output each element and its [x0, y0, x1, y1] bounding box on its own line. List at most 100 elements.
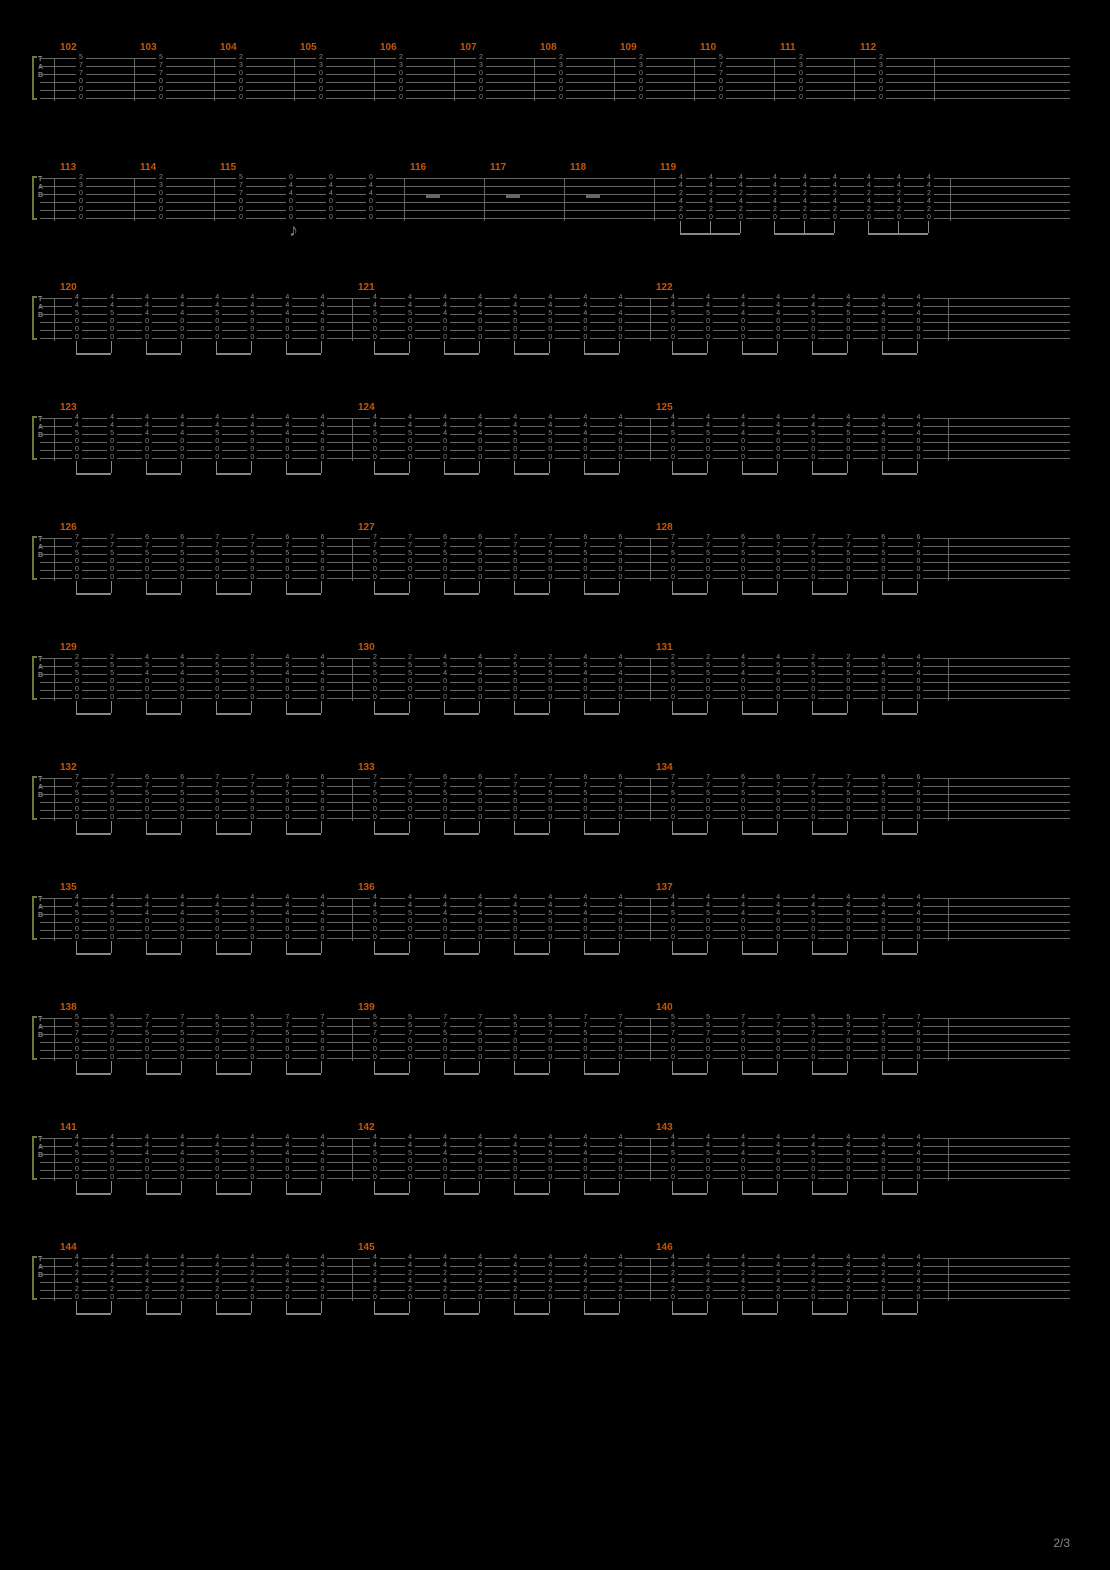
fret-number: 4	[878, 670, 888, 678]
fret-number: 0	[282, 798, 292, 806]
fret-number: 0	[580, 326, 590, 334]
note-column: 444000	[317, 294, 327, 342]
note-stem	[917, 581, 918, 593]
fret-number: 0	[286, 174, 296, 182]
fret-number: 0	[703, 798, 713, 806]
fret-number: 0	[615, 926, 625, 934]
fret-number: 2	[177, 1270, 187, 1278]
fret-number: 4	[878, 414, 888, 422]
note-column: 675000	[317, 774, 327, 822]
fret-number: 4	[773, 422, 783, 430]
fret-number: 0	[773, 1158, 783, 1166]
fret-number: 4	[808, 422, 818, 430]
fret-number: 0	[894, 214, 904, 222]
fret-number: 0	[212, 326, 222, 334]
fret-number: 7	[913, 782, 923, 790]
note-stem	[917, 941, 918, 953]
fret-number: 7	[668, 542, 678, 550]
note-column: 775000	[142, 1014, 152, 1062]
fret-number: 4	[72, 414, 82, 422]
fret-number: 0	[142, 558, 152, 566]
note-column: 444000	[913, 294, 923, 342]
note-stem	[584, 821, 585, 833]
note-stem	[514, 341, 515, 353]
note-stem	[882, 821, 883, 833]
fret-number: 0	[72, 574, 82, 582]
note-column: 442420	[894, 174, 904, 222]
fret-number: 4	[738, 1254, 748, 1262]
barline	[948, 418, 949, 461]
fret-number: 2	[236, 54, 246, 62]
fret-number: 5	[107, 1014, 117, 1022]
fret-number: 4	[843, 294, 853, 302]
fret-number: 0	[177, 1038, 187, 1046]
fret-number: 0	[668, 926, 678, 934]
fret-number: 0	[396, 86, 406, 94]
fret-number: 4	[668, 1142, 678, 1150]
note-column: 444000	[440, 1134, 450, 1182]
staff-bracket	[32, 176, 37, 220]
fret-number: 0	[177, 566, 187, 574]
note-stem	[882, 701, 883, 713]
note-beam	[146, 953, 181, 955]
note-beam	[812, 1193, 847, 1195]
fret-number: 3	[236, 62, 246, 70]
fret-number: 4	[830, 182, 840, 190]
note-stem	[777, 701, 778, 713]
note-stem	[619, 941, 620, 953]
measure-number: 130	[358, 642, 375, 653]
fret-number: 7	[107, 1030, 117, 1038]
fret-number: 4	[738, 430, 748, 438]
fret-number: 4	[142, 910, 152, 918]
fret-number: 0	[913, 574, 923, 582]
fret-number: 4	[440, 1278, 450, 1286]
fret-number: 4	[247, 1134, 257, 1142]
fret-number: 0	[878, 1166, 888, 1174]
note-column: 255000	[545, 654, 555, 702]
fret-number: 0	[580, 1158, 590, 1166]
fret-number: 0	[843, 1294, 853, 1302]
note-beam	[584, 593, 619, 595]
note-column: 675000	[282, 774, 292, 822]
fret-number: 2	[615, 1286, 625, 1294]
fret-number: 0	[72, 454, 82, 462]
fret-number: 0	[405, 798, 415, 806]
fret-number: 6	[580, 774, 590, 782]
fret-number: 5	[405, 550, 415, 558]
note-stem	[374, 941, 375, 953]
fret-number: 3	[156, 182, 166, 190]
barline	[54, 58, 55, 101]
fret-number: 0	[738, 438, 748, 446]
fret-number: 0	[317, 678, 327, 686]
note-stem	[812, 581, 813, 593]
fret-number: 0	[177, 1174, 187, 1182]
note-beam	[146, 713, 181, 715]
fret-number: 0	[440, 318, 450, 326]
fret-number: 0	[545, 1174, 555, 1182]
fret-number: 0	[316, 78, 326, 86]
note-column: 255000	[668, 654, 678, 702]
note-stem	[847, 461, 848, 473]
note-stem	[409, 701, 410, 713]
fret-number: 0	[247, 318, 257, 326]
fret-number: 0	[668, 798, 678, 806]
fret-number: 4	[370, 302, 380, 310]
note-stem	[672, 341, 673, 353]
fret-number: 0	[703, 438, 713, 446]
fret-number: 4	[706, 198, 716, 206]
fret-number: 5	[107, 430, 117, 438]
barline	[54, 418, 55, 461]
note-column: 230000	[236, 54, 246, 102]
barline	[352, 1138, 353, 1181]
fret-number: 4	[177, 294, 187, 302]
note-column: 445000	[212, 414, 222, 462]
fret-number: 0	[703, 1166, 713, 1174]
fret-number: 4	[668, 414, 678, 422]
note-beam	[286, 1193, 321, 1195]
fret-number: 0	[738, 806, 748, 814]
fret-number: 0	[475, 694, 485, 702]
fret-number: 7	[440, 1014, 450, 1022]
note-stem	[742, 1181, 743, 1193]
fret-number: 0	[668, 318, 678, 326]
fret-number: 2	[808, 1270, 818, 1278]
